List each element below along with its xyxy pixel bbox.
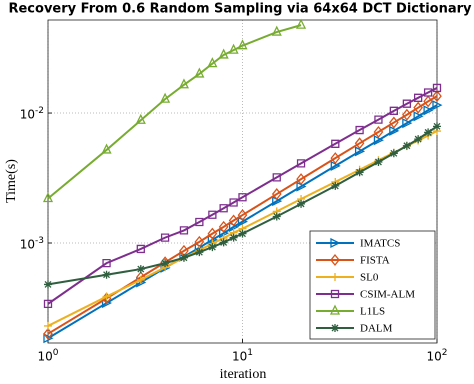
marker <box>219 238 228 247</box>
marker <box>389 106 398 115</box>
marker <box>432 83 442 93</box>
marker <box>218 220 229 233</box>
legend-marker <box>331 273 339 281</box>
legend-label: L1LS <box>360 306 385 318</box>
marker <box>228 214 239 227</box>
marker <box>179 226 189 235</box>
marker <box>136 265 145 274</box>
marker <box>354 137 365 150</box>
marker <box>238 229 247 238</box>
marker <box>102 270 111 279</box>
marker <box>271 25 282 36</box>
marker <box>355 168 364 177</box>
marker <box>423 88 433 97</box>
marker <box>178 78 190 89</box>
marker <box>423 95 433 108</box>
marker <box>208 243 217 252</box>
marker <box>331 139 340 148</box>
marker <box>160 233 170 242</box>
marker <box>271 188 282 201</box>
marker <box>296 159 306 168</box>
marker <box>374 115 383 124</box>
marker <box>195 217 204 227</box>
marker <box>413 111 424 122</box>
marker <box>389 125 400 136</box>
marker <box>424 128 433 137</box>
marker <box>43 333 54 344</box>
marker <box>373 125 384 139</box>
marker <box>101 298 113 309</box>
marker <box>218 48 229 59</box>
x-axis-label: iteration <box>220 367 267 382</box>
marker <box>402 141 411 150</box>
legend-marker <box>330 253 340 267</box>
marker <box>432 100 443 111</box>
chart-title: Recovery From 0.6 Random Sampling via 64… <box>8 2 472 17</box>
marker <box>331 181 340 190</box>
marker <box>44 321 52 330</box>
marker <box>194 67 205 78</box>
marker <box>354 146 366 157</box>
marker <box>102 292 111 301</box>
marker <box>237 39 248 50</box>
marker <box>229 233 238 242</box>
marker <box>389 116 399 129</box>
marker <box>101 143 112 154</box>
legend-marker <box>330 289 340 299</box>
marker <box>102 258 111 268</box>
legend-marker <box>330 237 341 249</box>
marker <box>413 101 423 114</box>
plot-clip <box>42 18 443 344</box>
marker <box>160 92 171 103</box>
y-axis-label: Time(s) <box>4 159 19 203</box>
marker <box>43 327 53 340</box>
marker <box>330 152 341 165</box>
marker <box>389 149 398 158</box>
marker <box>43 299 53 309</box>
marker <box>219 204 228 213</box>
marker <box>402 118 413 129</box>
marker <box>414 135 423 144</box>
marker <box>229 198 238 207</box>
marker <box>136 275 145 284</box>
marker <box>237 209 248 222</box>
legend-box <box>309 230 436 340</box>
marker <box>135 113 146 124</box>
legend-marker <box>331 324 339 332</box>
marker <box>272 173 281 182</box>
marker <box>44 280 52 289</box>
marker <box>374 158 383 167</box>
marker <box>402 99 412 108</box>
marker <box>272 212 281 221</box>
legend-label: FISTA <box>360 255 390 267</box>
legend-label: SL0 <box>360 272 379 284</box>
marker <box>195 248 204 257</box>
marker <box>373 135 384 146</box>
legend-label: IMATCS <box>360 238 400 250</box>
marker <box>228 43 239 54</box>
marker <box>161 259 170 268</box>
axes-box <box>47 19 438 344</box>
marker <box>296 173 306 186</box>
marker <box>179 253 188 262</box>
marker <box>295 18 307 29</box>
marker <box>136 244 145 254</box>
marker <box>402 108 412 121</box>
marker <box>42 192 54 203</box>
marker <box>432 90 442 103</box>
marker <box>433 122 441 131</box>
series-line <box>47 24 302 200</box>
marker <box>208 210 217 219</box>
marker <box>423 105 434 116</box>
marker <box>297 199 306 208</box>
legend-marker <box>329 304 341 315</box>
marker <box>207 57 218 68</box>
legend-label: DALM <box>360 323 393 335</box>
marker <box>414 93 423 102</box>
marker <box>238 193 247 202</box>
legend-label: CSIM-ALM <box>360 289 415 301</box>
marker <box>355 125 364 135</box>
marker <box>207 227 218 240</box>
